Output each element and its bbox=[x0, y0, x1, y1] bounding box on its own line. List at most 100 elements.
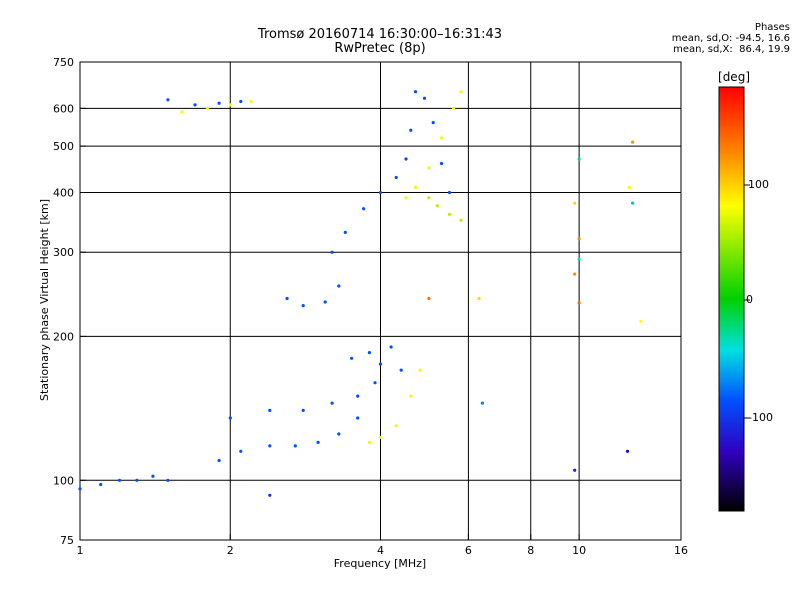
x-axis-label: Frequency [MHz] bbox=[334, 557, 426, 570]
data-point bbox=[362, 207, 366, 211]
data-point bbox=[135, 478, 139, 482]
data-point bbox=[404, 196, 408, 200]
data-point bbox=[268, 408, 272, 412]
data-point bbox=[301, 408, 305, 412]
data-point bbox=[367, 351, 371, 355]
data-point bbox=[151, 474, 155, 478]
data-point bbox=[330, 401, 334, 405]
data-point bbox=[166, 478, 170, 482]
data-point bbox=[399, 368, 403, 372]
data-point bbox=[439, 136, 444, 140]
chart-subtitle: RwPretec (8p) bbox=[334, 41, 426, 56]
x-tick-label: 10 bbox=[572, 544, 586, 557]
data-point bbox=[217, 458, 221, 463]
phase-info: Phases mean, sd,O: -94.5, 16.6 mean, sd,… bbox=[590, 22, 790, 55]
data-point bbox=[239, 449, 243, 453]
data-point bbox=[577, 157, 581, 161]
data-point bbox=[631, 140, 635, 144]
x-tick-label: 8 bbox=[527, 544, 534, 557]
data-point bbox=[631, 201, 635, 205]
data-point bbox=[409, 128, 413, 132]
data-point bbox=[316, 440, 320, 444]
data-point bbox=[577, 237, 581, 241]
data-point bbox=[389, 345, 393, 349]
data-point bbox=[627, 185, 631, 189]
x-tick-label: 4 bbox=[377, 544, 384, 557]
data-point bbox=[577, 257, 581, 261]
data-point bbox=[639, 319, 643, 323]
data-point bbox=[409, 394, 413, 398]
data-point bbox=[323, 300, 327, 304]
data-point bbox=[573, 272, 577, 276]
data-point bbox=[373, 381, 377, 385]
plot-area: 1 2 4 6 8 10 16 75 100 200 300 400 500 600 750 bbox=[53, 56, 688, 557]
data-point bbox=[625, 449, 630, 453]
data-point bbox=[431, 121, 435, 125]
data-point bbox=[99, 482, 103, 487]
data-point bbox=[378, 190, 383, 195]
data-point bbox=[249, 99, 253, 104]
data-points bbox=[78, 90, 643, 497]
data-point bbox=[78, 487, 82, 491]
data-point bbox=[459, 90, 463, 94]
data-point bbox=[285, 296, 289, 301]
phase-stats-x: mean, sd,X: 86.4, 19.9 bbox=[673, 44, 790, 55]
data-point bbox=[573, 468, 577, 472]
data-point bbox=[193, 103, 197, 107]
x-tick-label: 1 bbox=[77, 544, 84, 557]
x-tick-label: 16 bbox=[674, 544, 688, 557]
data-point bbox=[394, 424, 398, 428]
y-axis-label: Stationary phase Virtual Height [km] bbox=[38, 199, 51, 401]
data-point bbox=[293, 444, 297, 448]
data-point bbox=[447, 212, 452, 216]
data-point bbox=[268, 493, 272, 497]
data-point bbox=[350, 356, 354, 360]
y-tick-label: 500 bbox=[53, 140, 74, 153]
data-point bbox=[422, 96, 427, 100]
data-point bbox=[166, 98, 170, 102]
data-point bbox=[418, 368, 422, 372]
data-point bbox=[447, 190, 452, 195]
grid-lines bbox=[80, 62, 681, 540]
data-point bbox=[459, 218, 463, 222]
chart-title-block: Tromsø 20160714 16:30:00–16:31:43 RwPret… bbox=[230, 28, 530, 56]
y-tick-label: 600 bbox=[53, 102, 74, 115]
data-point bbox=[205, 106, 209, 110]
y-tick-label: 100 bbox=[53, 474, 74, 487]
data-point bbox=[427, 196, 431, 200]
colorbar-tick-0: 0 bbox=[746, 293, 753, 306]
data-point bbox=[577, 301, 581, 305]
data-point bbox=[367, 440, 371, 444]
colorbar: [deg] 100 0 -100 bbox=[718, 70, 773, 512]
colorbar-gradient bbox=[718, 86, 745, 512]
chart-title: Tromsø 20160714 16:30:00–16:31:43 bbox=[257, 27, 503, 42]
data-point bbox=[435, 204, 439, 208]
data-point bbox=[330, 250, 334, 254]
phase-heading: Phases bbox=[754, 22, 790, 33]
data-point bbox=[413, 185, 418, 189]
data-point bbox=[217, 101, 221, 105]
y-tick-label: 200 bbox=[53, 330, 74, 343]
phase-stats-o: mean, sd,O: -94.5, 16.6 bbox=[671, 33, 790, 44]
data-point bbox=[573, 201, 577, 205]
data-point bbox=[404, 157, 408, 161]
colorbar-tick-minus100: -100 bbox=[748, 411, 773, 424]
data-point bbox=[337, 284, 341, 288]
data-point bbox=[427, 296, 431, 301]
y-tick-label: 750 bbox=[53, 56, 74, 69]
colorbar-unit-label: [deg] bbox=[718, 70, 750, 84]
x-tick-label: 6 bbox=[465, 544, 472, 557]
data-point bbox=[394, 175, 398, 180]
data-point bbox=[228, 416, 232, 420]
data-point bbox=[356, 394, 360, 398]
y-tick-label: 400 bbox=[53, 186, 74, 199]
data-point bbox=[451, 106, 455, 110]
y-tick-label: 75 bbox=[60, 534, 74, 547]
data-point bbox=[427, 166, 431, 170]
data-point bbox=[117, 478, 122, 482]
data-point bbox=[343, 230, 347, 234]
data-point bbox=[268, 444, 272, 448]
data-point bbox=[378, 362, 383, 366]
data-point bbox=[439, 161, 444, 166]
